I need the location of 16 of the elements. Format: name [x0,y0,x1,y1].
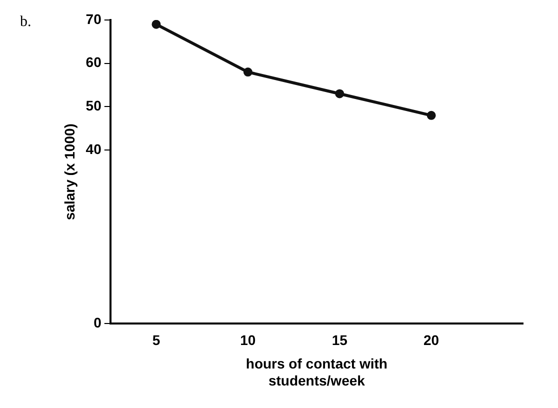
y-tick-label: 0 [94,314,102,330]
point [243,68,252,77]
y-tick-label: 60 [86,54,102,70]
y-axis-title: salary (x 1000) [61,124,78,220]
y-tick-label: 40 [86,140,102,157]
point [152,20,161,29]
y-tick-label: 70 [86,10,102,27]
x-tick-label: 20 [424,332,440,348]
y-tick-label: 50 [86,98,102,114]
text: b. [20,14,32,31]
x-tick-label: 5 [152,332,160,348]
x-tick-label: 10 [240,332,256,348]
point [335,89,344,98]
point [426,110,436,120]
x-tick-label: 15 [332,332,348,348]
x-axis-title: hours of contact with students/week [246,356,388,388]
